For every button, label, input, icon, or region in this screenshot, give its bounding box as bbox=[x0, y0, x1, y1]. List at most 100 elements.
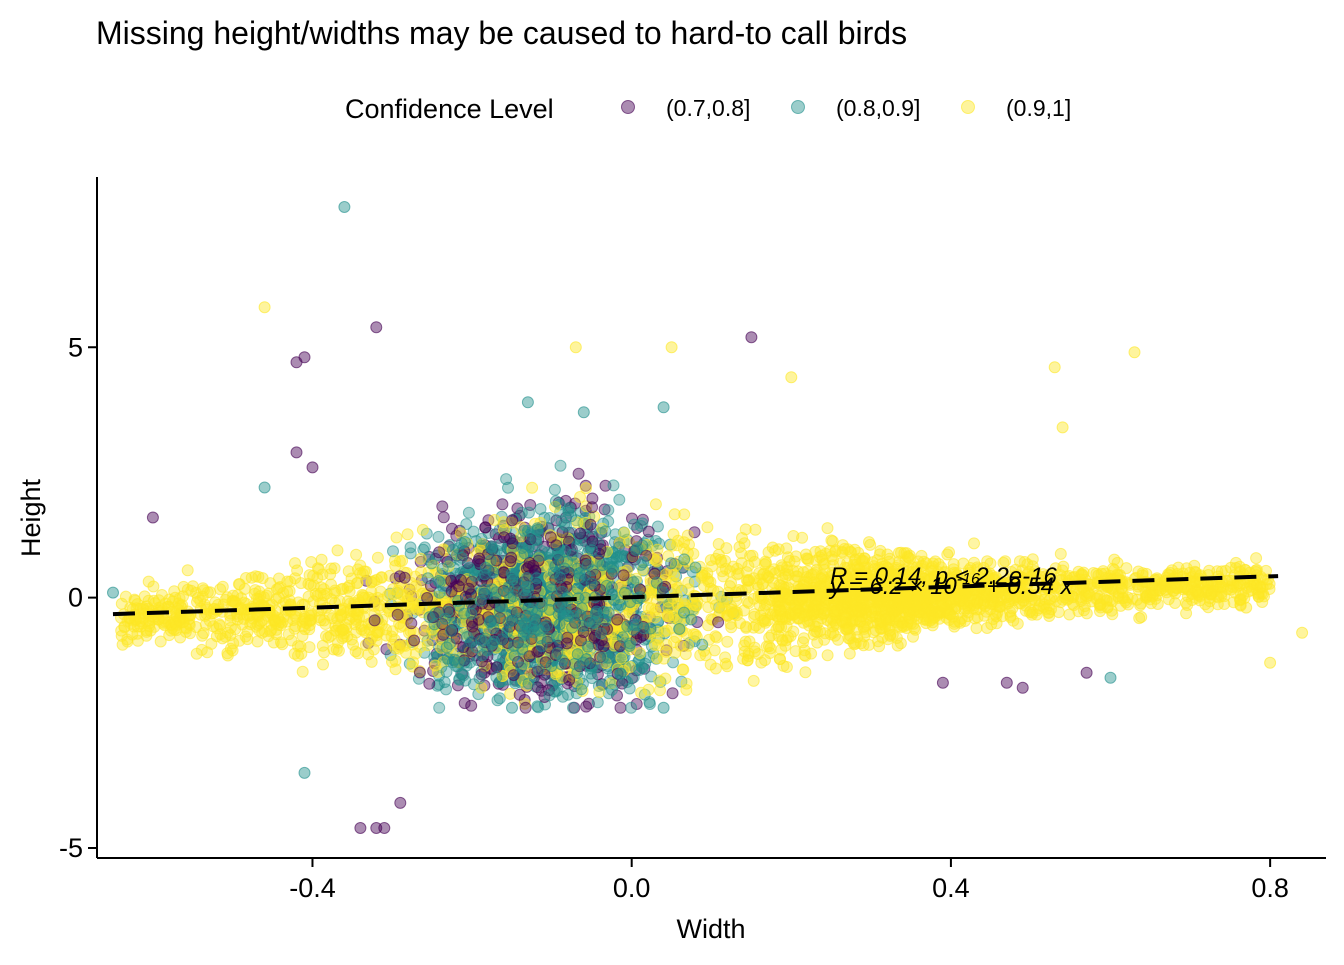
data-point-0.8-0.9 bbox=[507, 574, 518, 585]
data-point-0.9-1 bbox=[675, 640, 686, 651]
data-point-0.9-1 bbox=[1133, 566, 1144, 577]
data-point-0.8-0.9 bbox=[531, 608, 542, 619]
data-point-0.9-1 bbox=[351, 549, 362, 560]
data-point-0.9-1 bbox=[360, 640, 371, 651]
data-point-0.9-1 bbox=[197, 630, 208, 641]
data-point-0.9-1 bbox=[1057, 422, 1068, 433]
data-point-0.9-1 bbox=[389, 634, 400, 645]
data-point-0.9-1 bbox=[1076, 569, 1087, 580]
data-point-0.9-1 bbox=[661, 625, 672, 636]
data-point-0.8-0.9 bbox=[533, 702, 544, 713]
data-point-0.9-1 bbox=[215, 629, 226, 640]
data-point-0.8-0.9 bbox=[697, 639, 708, 650]
data-point-0.8-0.9 bbox=[449, 617, 460, 628]
annotation-equation: y = 6.2 × 10-16 + 0.54 x bbox=[828, 571, 1074, 600]
data-point-0.7-0.8 bbox=[406, 618, 417, 629]
data-point-0.7-0.8 bbox=[409, 635, 420, 646]
data-point-0.9-1 bbox=[225, 615, 236, 626]
data-point-0.8-0.9 bbox=[463, 507, 474, 518]
data-point-0.7-0.8 bbox=[355, 823, 366, 834]
data-point-0.8-0.9 bbox=[459, 608, 470, 619]
data-point-0.8-0.9 bbox=[532, 524, 543, 535]
data-point-0.9-1 bbox=[815, 581, 826, 592]
data-point-0.8-0.9 bbox=[587, 617, 598, 628]
data-point-0.9-1 bbox=[259, 302, 270, 313]
data-point-0.9-1 bbox=[352, 577, 363, 588]
data-point-0.9-1 bbox=[709, 645, 720, 656]
y-tick-label: 5 bbox=[68, 332, 83, 362]
data-point-0.9-1 bbox=[688, 629, 699, 640]
data-point-0.8-0.9 bbox=[441, 666, 452, 677]
data-point-0.7-0.8 bbox=[437, 501, 448, 512]
data-point-0.7-0.8 bbox=[573, 468, 584, 479]
data-point-0.7-0.8 bbox=[291, 447, 302, 458]
point-layer bbox=[108, 202, 1308, 834]
data-point-0.8-0.9 bbox=[690, 562, 701, 573]
data-point-0.8-0.9 bbox=[615, 668, 626, 679]
data-point-0.9-1 bbox=[822, 523, 833, 534]
data-point-0.7-0.8 bbox=[598, 641, 609, 652]
data-point-0.7-0.8 bbox=[434, 547, 445, 558]
data-point-0.9-1 bbox=[655, 685, 666, 696]
data-point-0.9-1 bbox=[1234, 580, 1245, 591]
data-point-0.8-0.9 bbox=[628, 577, 639, 588]
data-point-0.9-1 bbox=[820, 628, 831, 639]
y-tick-label: 0 bbox=[68, 583, 83, 613]
data-point-0.8-0.9 bbox=[492, 695, 503, 706]
data-point-0.9-1 bbox=[812, 637, 823, 648]
data-point-0.9-1 bbox=[202, 647, 213, 658]
data-point-0.8-0.9 bbox=[1105, 672, 1116, 683]
data-point-0.9-1 bbox=[754, 600, 765, 611]
data-point-0.8-0.9 bbox=[517, 623, 528, 634]
data-point-0.8-0.9 bbox=[596, 628, 607, 639]
data-point-0.8-0.9 bbox=[666, 558, 677, 569]
data-point-0.9-1 bbox=[120, 591, 131, 602]
data-point-0.8-0.9 bbox=[534, 551, 545, 562]
data-point-0.8-0.9 bbox=[679, 607, 690, 618]
data-point-0.8-0.9 bbox=[444, 639, 455, 650]
data-point-0.9-1 bbox=[318, 659, 329, 670]
data-point-0.9-1 bbox=[729, 609, 740, 620]
data-point-0.9-1 bbox=[1202, 585, 1213, 596]
data-point-0.8-0.9 bbox=[557, 655, 568, 666]
data-point-0.9-1 bbox=[742, 596, 753, 607]
data-point-0.9-1 bbox=[391, 532, 402, 543]
data-point-0.8-0.9 bbox=[449, 654, 460, 665]
data-point-0.8-0.9 bbox=[568, 702, 579, 713]
data-point-0.9-1 bbox=[679, 537, 690, 548]
data-point-0.8-0.9 bbox=[679, 554, 690, 565]
data-point-0.9-1 bbox=[736, 548, 747, 559]
legend-swatch bbox=[962, 101, 975, 114]
data-point-0.8-0.9 bbox=[603, 652, 614, 663]
data-point-0.8-0.9 bbox=[456, 668, 467, 679]
x-tick-label: -0.4 bbox=[289, 873, 336, 903]
data-point-0.9-1 bbox=[390, 655, 401, 666]
data-point-0.7-0.8 bbox=[1081, 667, 1092, 678]
data-point-0.9-1 bbox=[1265, 657, 1276, 668]
data-point-0.8-0.9 bbox=[626, 702, 637, 713]
data-point-0.8-0.9 bbox=[522, 581, 533, 592]
data-point-0.9-1 bbox=[761, 558, 772, 569]
data-point-0.7-0.8 bbox=[147, 512, 158, 523]
data-point-0.9-1 bbox=[855, 638, 866, 649]
data-point-0.8-0.9 bbox=[546, 584, 557, 595]
data-point-0.8-0.9 bbox=[434, 702, 445, 713]
data-point-0.7-0.8 bbox=[506, 552, 517, 563]
data-point-0.9-1 bbox=[722, 636, 733, 647]
data-point-0.9-1 bbox=[417, 524, 428, 535]
data-point-0.8-0.9 bbox=[523, 678, 534, 689]
data-point-0.9-1 bbox=[749, 642, 760, 653]
data-point-0.8-0.9 bbox=[550, 496, 561, 507]
data-point-0.9-1 bbox=[422, 640, 433, 651]
data-point-0.9-1 bbox=[971, 623, 982, 634]
data-point-0.9-1 bbox=[1005, 612, 1016, 623]
data-point-0.8-0.9 bbox=[572, 583, 583, 594]
data-point-0.9-1 bbox=[366, 576, 377, 587]
data-point-0.8-0.9 bbox=[613, 542, 624, 553]
data-point-0.8-0.9 bbox=[485, 555, 496, 566]
data-point-0.8-0.9 bbox=[533, 664, 544, 675]
y-tick-label: -5 bbox=[59, 833, 83, 863]
data-point-0.8-0.9 bbox=[577, 621, 588, 632]
data-point-0.9-1 bbox=[803, 555, 814, 566]
